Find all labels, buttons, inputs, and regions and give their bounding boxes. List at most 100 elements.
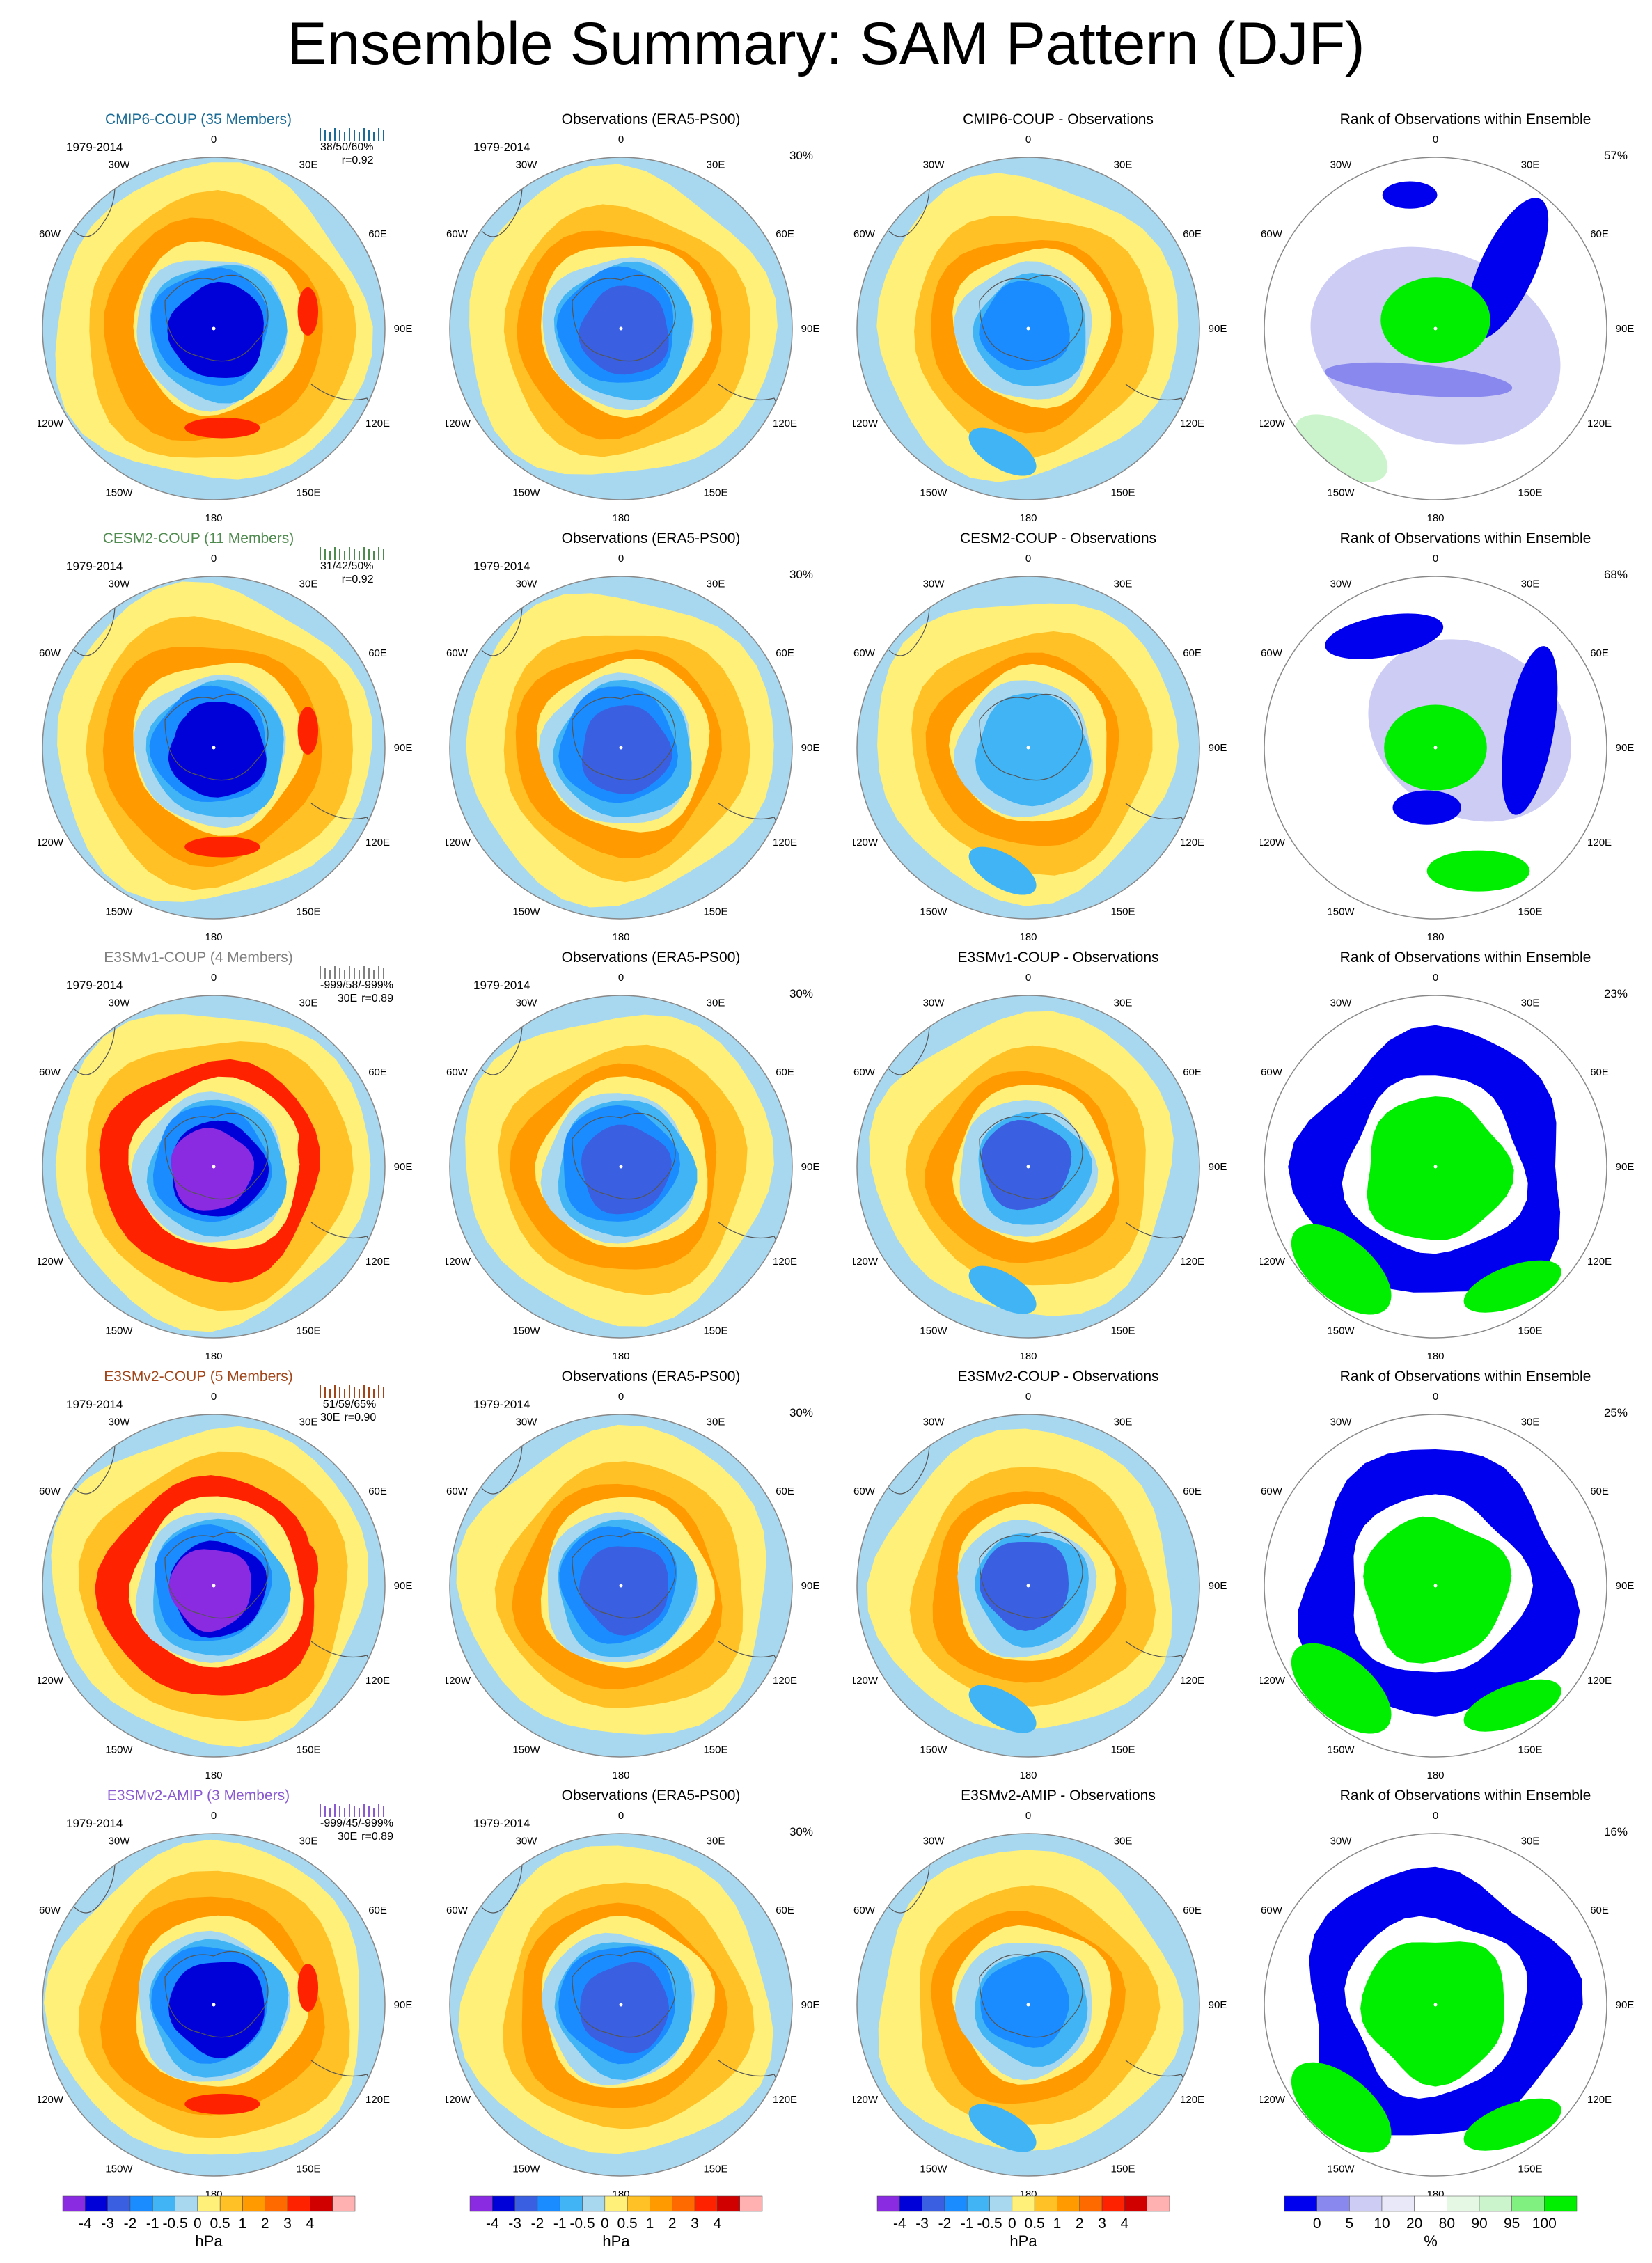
histogram-bar [383, 1387, 384, 1398]
longitude-label: 60W [853, 228, 876, 240]
colorbar-tick-label: 100 [1532, 2216, 1557, 2232]
polar-map: 030E60E90E120E150E180150W120W90W60W30W [1260, 972, 1634, 1362]
contour-field [42, 995, 385, 1338]
colorbar-swatch [107, 2195, 131, 2212]
period-label: 1979-2014 [473, 141, 530, 154]
colorbar-swatch [672, 2195, 695, 2212]
member-histogram [320, 1804, 384, 1817]
contour-band [983, 700, 1073, 789]
high-anomaly [297, 287, 319, 336]
longitude-label: 150W [512, 906, 540, 918]
longitude-label: 90E [394, 1580, 413, 1592]
longitude-label: 30E [1521, 578, 1540, 590]
rank-high-region [1360, 1941, 1504, 2087]
south-pole-marker [619, 1165, 623, 1169]
histogram-bar [354, 1806, 355, 1817]
panel-title: E3SMv2-AMIP - Observations [961, 1788, 1156, 1804]
longitude-label: 150W [105, 1744, 133, 1756]
longitude-label: 30E [299, 578, 318, 590]
south-pole-marker [1026, 2003, 1030, 2007]
contour-field [857, 576, 1199, 919]
member-histogram [320, 547, 384, 560]
map-panel-rank: Rank of Observations within Ensemble 68% 0… [1260, 530, 1652, 951]
longitude-label: 0 [211, 1391, 217, 1403]
longitude-label: 30W [923, 1835, 945, 1847]
map-boundary [449, 576, 793, 920]
map-boundary [1264, 995, 1607, 1339]
map-panel-diff: E3SMv1-COUP - Observations 0 30E 60E 90E 120E… [853, 949, 1264, 1370]
histogram-bar [339, 968, 340, 979]
longitude-label: 90E [801, 742, 820, 754]
colorbar-swatch [1034, 2195, 1057, 2212]
map-boundary [42, 995, 386, 1339]
colorbar-tick-label: 4 [306, 2216, 315, 2232]
rank-low-region [1325, 613, 1444, 659]
rank-high-region [1463, 2098, 1561, 2151]
map-boundary [42, 576, 386, 920]
histogram-bar [383, 130, 384, 141]
histogram-bar [339, 549, 340, 560]
colorbar-graphic: -4 -3 -2 -1 -0.5 0 0.5 1 2 3 4 hPa [876, 2195, 1170, 2250]
panel-title: CESM2-COUP - Observations [959, 530, 1157, 546]
longitude-label: 60E [368, 1905, 387, 1916]
longitude-label: 150W [105, 1325, 133, 1337]
histogram-bar [339, 1387, 340, 1398]
longitude-label: 60W [1261, 228, 1283, 240]
antarctica-coastline [979, 693, 1083, 781]
contour-band [579, 285, 669, 375]
longitude-label: 0 [618, 553, 624, 565]
histogram-bar [320, 966, 321, 979]
longitude-label: 150W [1327, 1325, 1355, 1337]
longitude-label: 120E [773, 1256, 797, 1268]
panel-title: Rank of Observations within Ensemble [1339, 111, 1591, 127]
panel-title: E3SMv2-COUP - Observations [957, 1369, 1159, 1385]
longitude-label: 60E [776, 1905, 794, 1916]
map-boundary [449, 1414, 793, 1758]
longitude-label: 0 [618, 972, 624, 984]
histogram-bar [334, 1804, 336, 1817]
colorbar-swatch [1012, 2195, 1035, 2212]
longitude-label: 150E [296, 906, 320, 918]
colorbar-tick-label: -3 [101, 2216, 114, 2232]
member-histogram [320, 966, 384, 979]
high-anomaly [184, 2093, 260, 2115]
south-pole-marker [1433, 2003, 1438, 2007]
histogram-bar [329, 551, 331, 560]
colorbar-swatch [1057, 2195, 1080, 2212]
colorbar-swatch [287, 2195, 310, 2212]
histogram-bar [320, 128, 321, 141]
colorbar-swatch [1349, 2195, 1383, 2212]
colorbar-swatch [1479, 2195, 1512, 2212]
colorbar-swatch [219, 2195, 243, 2212]
longitude-label: 120W [1260, 418, 1286, 429]
longitude-label: 90E [1209, 1580, 1227, 1592]
colorbar-swatch [1079, 2195, 1103, 2212]
longitude-label: 120W [446, 418, 471, 429]
rank-high-region [1291, 2062, 1392, 2153]
polar-map: 030E60E90E120E150E180150W120W90W60W30W [446, 972, 819, 1362]
longitude-label: 30W [923, 159, 945, 171]
polar-map: 030E60E90E120E150E180150W120W90W60W30W [446, 134, 819, 524]
percent-label: 30% [789, 149, 813, 162]
longitude-label: 30E [1114, 159, 1133, 171]
longitude-label: 60W [446, 647, 469, 659]
longitude-label: 0 [618, 1391, 624, 1403]
longitude-label: 150E [1110, 2163, 1135, 2175]
longitude-label: 150E [1110, 1325, 1135, 1337]
longitude-label: 120W [853, 2094, 879, 2106]
colorbar-tick-label: 0 [194, 2216, 202, 2232]
longitude-label: 60W [39, 1905, 61, 1916]
south-pole-marker [619, 2003, 623, 2007]
colorbar-tick-label: 0 [601, 2216, 609, 2232]
colorbar-tick-label: -2 [938, 2216, 952, 2232]
south-pole-marker [212, 2003, 216, 2007]
colorbar-swatch [627, 2195, 650, 2212]
south-pole-marker [1433, 1584, 1438, 1588]
colorbar-unit: hPa [1009, 2232, 1037, 2250]
panel-title: Observations (ERA5-PS00) [561, 1788, 741, 1804]
contour-band [167, 289, 251, 372]
histogram-bar [324, 130, 326, 141]
histogram-bar [359, 970, 360, 979]
histogram-bar [359, 132, 360, 141]
map-panel-obs: Observations (ERA5-PS00) 1979-2014 30% 0 30E… [446, 1788, 856, 2208]
